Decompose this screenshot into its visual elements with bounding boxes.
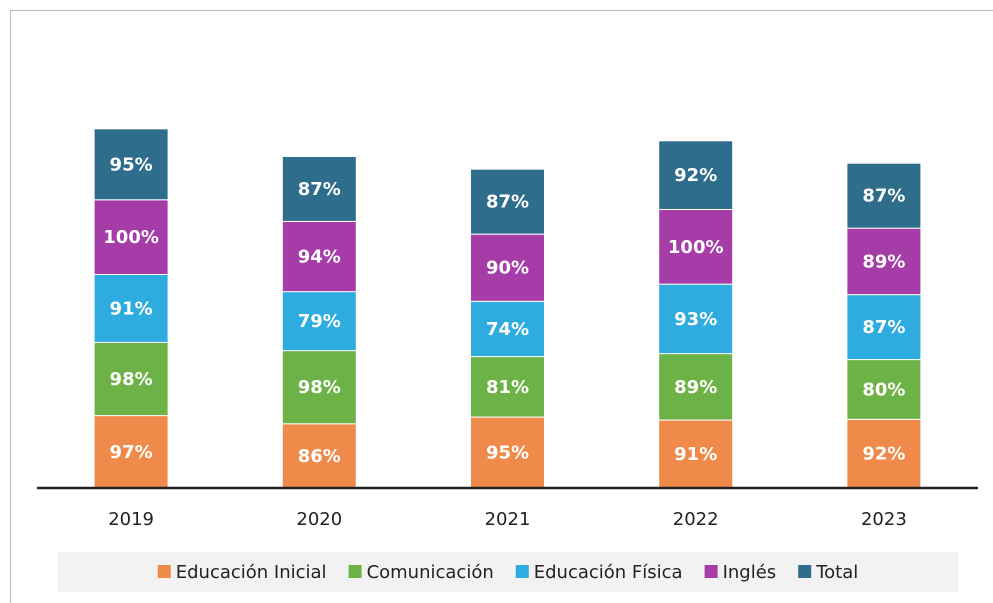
x-tick-label: 2023 xyxy=(861,509,907,530)
bar-segment xyxy=(658,208,734,285)
value-label: 100% xyxy=(103,227,159,248)
value-label: 93% xyxy=(674,309,717,330)
bar-segment xyxy=(846,418,922,489)
bar-segment xyxy=(281,155,357,222)
value-label: 80% xyxy=(862,379,905,400)
bar-segment xyxy=(470,233,545,302)
legend-swatch xyxy=(515,565,529,578)
bar-segment xyxy=(658,283,734,355)
legend-label: Inglés xyxy=(723,562,777,583)
bar-segment xyxy=(470,300,545,358)
bar-segment xyxy=(846,227,922,296)
value-label: 92% xyxy=(862,444,905,465)
value-label: 86% xyxy=(298,446,341,467)
value-label: 79% xyxy=(298,311,341,332)
legend-label: Comunicación xyxy=(367,562,494,583)
bar-segment xyxy=(93,128,169,201)
value-label: 94% xyxy=(298,247,341,268)
legend-swatch xyxy=(348,565,362,578)
legend-label: Total xyxy=(815,562,858,583)
value-label: 90% xyxy=(486,258,529,279)
bar-segment xyxy=(281,220,357,293)
value-label: 87% xyxy=(862,186,905,207)
bar-segment xyxy=(93,415,169,489)
value-label: 95% xyxy=(486,443,529,464)
x-tick-label: 2022 xyxy=(673,509,719,530)
x-tick-label: 2021 xyxy=(485,509,531,530)
bar-segment xyxy=(658,140,734,210)
bar-segment xyxy=(93,341,169,417)
legend-label: Educación Inicial xyxy=(176,562,327,583)
value-label: 87% xyxy=(298,179,341,200)
x-tick-label: 2019 xyxy=(108,509,154,530)
bar-segment xyxy=(470,416,545,489)
legend-swatch xyxy=(157,565,171,578)
value-label: 95% xyxy=(110,154,153,175)
value-label: 74% xyxy=(486,319,529,340)
value-label: 98% xyxy=(110,369,153,390)
value-label: 87% xyxy=(486,192,529,213)
legend-swatch xyxy=(704,565,718,578)
x-tick-label: 2020 xyxy=(296,509,342,530)
bar-segment xyxy=(281,423,357,489)
bar-segment xyxy=(846,162,922,229)
bar-segment xyxy=(93,199,169,275)
value-label: 81% xyxy=(486,377,529,398)
value-label: 89% xyxy=(674,377,717,398)
bar-segment xyxy=(470,168,545,235)
chart-frame xyxy=(10,10,993,603)
bar-segment xyxy=(93,273,169,343)
value-label: 98% xyxy=(298,377,341,398)
legend-label: Educación Física xyxy=(534,562,683,583)
value-label: 92% xyxy=(674,165,717,186)
value-label: 91% xyxy=(110,298,153,319)
value-label: 91% xyxy=(674,444,717,465)
bar-segment xyxy=(846,359,922,420)
legend-swatch xyxy=(798,565,812,578)
bar-segment xyxy=(470,356,545,418)
value-label: 97% xyxy=(110,442,153,463)
value-label: 100% xyxy=(668,237,724,258)
value-label: 87% xyxy=(862,317,905,338)
value-label: 89% xyxy=(862,251,905,272)
